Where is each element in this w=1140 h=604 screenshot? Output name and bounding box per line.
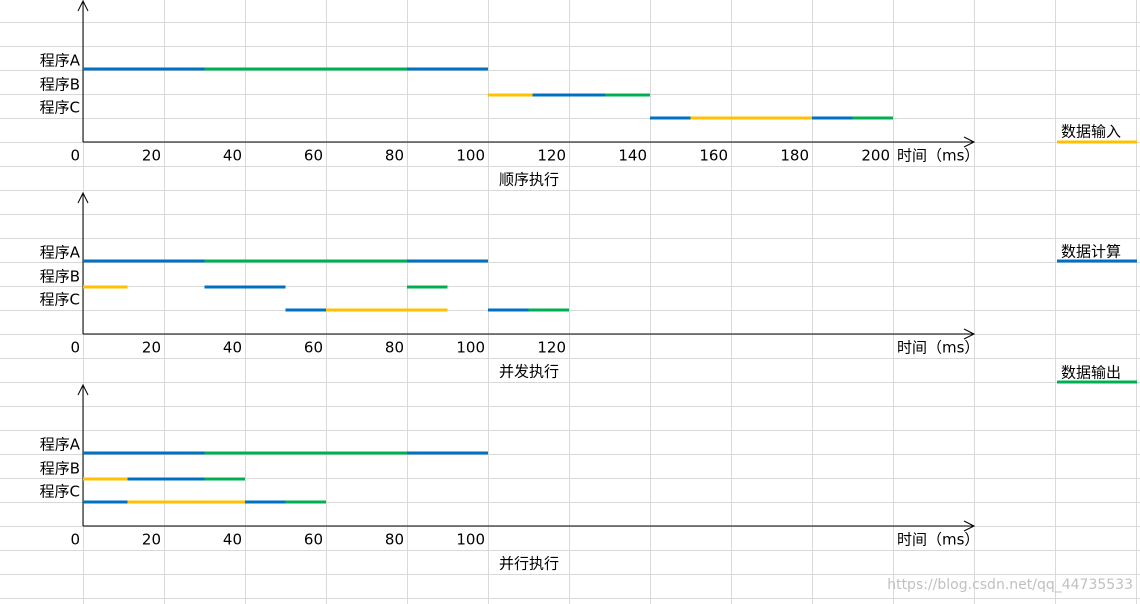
- x-tick-label: 0: [70, 147, 80, 165]
- x-tick-label: 0: [70, 339, 80, 357]
- row-label: 程序C: [40, 99, 80, 117]
- x-tick-label: 100: [456, 339, 485, 357]
- watermark: https://blog.csdn.net/qq_44735533: [887, 577, 1133, 593]
- x-tick-label: 40: [223, 339, 242, 357]
- y-arrow: [77, 191, 89, 204]
- chart-title: 并行执行: [499, 555, 559, 573]
- row-label: 程序B: [40, 76, 80, 94]
- legend-label: 数据输出: [1061, 364, 1121, 382]
- x-tick-label: 120: [537, 147, 566, 165]
- x-arrow: [963, 136, 976, 148]
- row-label: 程序A: [40, 244, 81, 262]
- x-tick-label: 20: [142, 339, 161, 357]
- x-tick-label: 100: [456, 147, 485, 165]
- row-label: 程序B: [40, 460, 80, 478]
- x-tick-label: 80: [385, 147, 404, 165]
- x-tick-label: 40: [223, 531, 242, 549]
- x-axis-label: 时间（ms）: [897, 531, 979, 549]
- x-axis-label: 时间（ms）: [897, 147, 979, 165]
- x-tick-label: 40: [223, 147, 242, 165]
- row-label: 程序B: [40, 268, 80, 286]
- x-tick-label: 60: [304, 147, 323, 165]
- x-tick-label: 140: [618, 147, 647, 165]
- x-axis-label: 时间（ms）: [897, 339, 979, 357]
- x-tick-label: 20: [142, 147, 161, 165]
- x-tick-label: 60: [304, 339, 323, 357]
- x-tick-label: 180: [780, 147, 809, 165]
- y-arrow: [77, 383, 89, 396]
- row-label: 程序C: [40, 291, 80, 309]
- chart-title: 顺序执行: [499, 171, 559, 189]
- row-label: 程序A: [40, 52, 81, 70]
- x-arrow: [963, 520, 976, 532]
- row-label: 程序A: [40, 436, 81, 454]
- x-tick-label: 60: [304, 531, 323, 549]
- y-arrow: [77, 0, 89, 12]
- x-tick-label: 80: [385, 531, 404, 549]
- x-tick-label: 80: [385, 339, 404, 357]
- x-tick-label: 120: [537, 339, 566, 357]
- x-tick-label: 0: [70, 531, 80, 549]
- x-arrow: [963, 328, 976, 340]
- legend-label: 数据输入: [1061, 123, 1121, 141]
- x-tick-label: 160: [699, 147, 728, 165]
- x-tick-label: 100: [456, 531, 485, 549]
- row-label: 程序C: [40, 483, 80, 501]
- chart-title: 并发执行: [499, 363, 559, 381]
- x-tick-label: 200: [861, 147, 890, 165]
- legend-label: 数据计算: [1061, 243, 1121, 261]
- x-tick-label: 20: [142, 531, 161, 549]
